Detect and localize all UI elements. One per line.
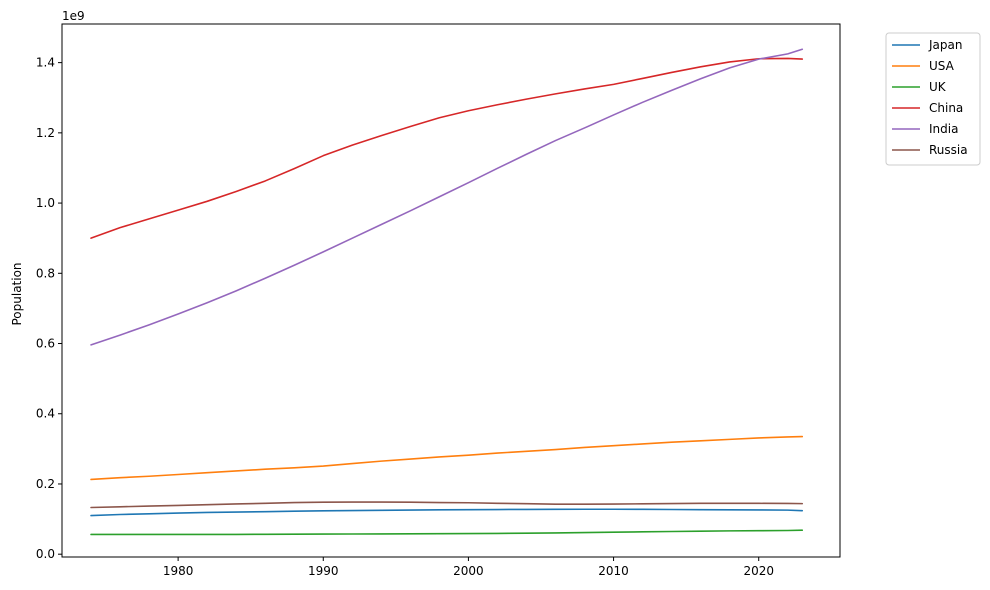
x-tick-label: 2020 [743,564,774,578]
y-tick-label: 1.2 [36,126,55,140]
legend-label-china: China [929,101,963,115]
y-tick-label: 0.2 [36,477,55,491]
legend-label-usa: USA [929,59,955,73]
series-line-usa [90,435,804,481]
series-line-china [90,57,804,239]
x-tick-label: 2000 [453,564,484,578]
series-line-russia [90,501,804,509]
series-line-japan [90,508,804,517]
y-axis-offset-text: 1e9 [62,9,85,23]
legend-label-india: India [929,122,958,136]
x-tick-label: 1980 [163,564,194,578]
y-tick-label: 1.0 [36,196,55,210]
x-tick-label: 1990 [308,564,339,578]
axes-frame [61,23,841,558]
y-tick-label: 0.6 [36,337,55,351]
plot-area [90,48,804,536]
legend-label-japan: Japan [928,38,962,52]
y-tick-label: 0.8 [36,266,55,280]
axes: 1980 1990 2000 2010 2020 0.0 0.2 0.4 0.6 0.8 1.0 1.… [36,23,841,578]
legend: Japan USA UK China India Russia [885,32,981,166]
legend-label-uk: UK [929,80,947,94]
legend-label-russia: Russia [929,143,968,157]
x-tick-label: 2010 [598,564,629,578]
y-tick-label: 1.4 [36,56,55,70]
y-axis-label: Population [10,262,24,325]
series-line-india [90,48,804,346]
y-tick-label: 0.4 [36,407,55,421]
y-tick-label: 0.0 [36,547,55,561]
series-line-uk [90,529,804,536]
